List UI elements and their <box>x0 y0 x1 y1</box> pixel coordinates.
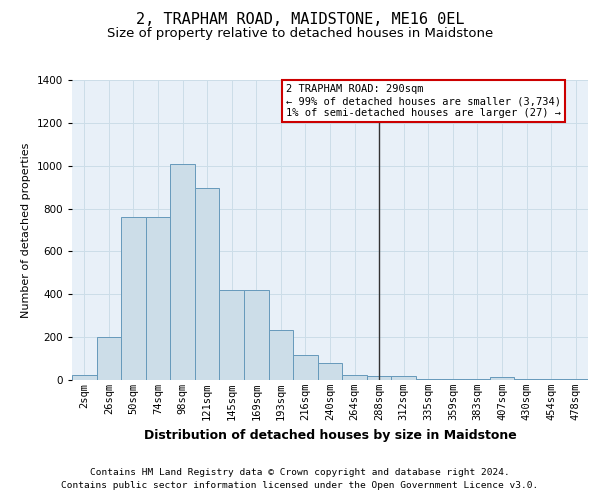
Bar <box>416 379 440 380</box>
Bar <box>72 374 97 380</box>
Bar <box>170 164 195 380</box>
Bar <box>269 330 293 380</box>
Bar <box>367 376 391 380</box>
Text: Size of property relative to detached houses in Maidstone: Size of property relative to detached ho… <box>107 28 493 40</box>
Text: Contains public sector information licensed under the Open Government Licence v3: Contains public sector information licen… <box>61 482 539 490</box>
Bar <box>342 374 367 380</box>
Bar <box>391 376 416 380</box>
Y-axis label: Number of detached properties: Number of detached properties <box>21 142 31 318</box>
X-axis label: Distribution of detached houses by size in Maidstone: Distribution of detached houses by size … <box>143 428 517 442</box>
Bar <box>293 356 318 380</box>
Text: 2 TRAPHAM ROAD: 290sqm
← 99% of detached houses are smaller (3,734)
1% of semi-d: 2 TRAPHAM ROAD: 290sqm ← 99% of detached… <box>286 84 561 117</box>
Bar <box>195 188 220 380</box>
Bar <box>220 290 244 380</box>
Bar <box>465 379 490 380</box>
Bar <box>514 379 539 380</box>
Bar <box>440 379 465 380</box>
Bar <box>490 377 514 380</box>
Bar <box>244 290 269 380</box>
Bar <box>563 379 588 380</box>
Bar <box>539 379 563 380</box>
Text: 2, TRAPHAM ROAD, MAIDSTONE, ME16 0EL: 2, TRAPHAM ROAD, MAIDSTONE, ME16 0EL <box>136 12 464 28</box>
Bar <box>318 363 342 380</box>
Bar <box>97 337 121 380</box>
Text: Contains HM Land Registry data © Crown copyright and database right 2024.: Contains HM Land Registry data © Crown c… <box>90 468 510 477</box>
Bar <box>146 217 170 380</box>
Bar <box>121 217 146 380</box>
